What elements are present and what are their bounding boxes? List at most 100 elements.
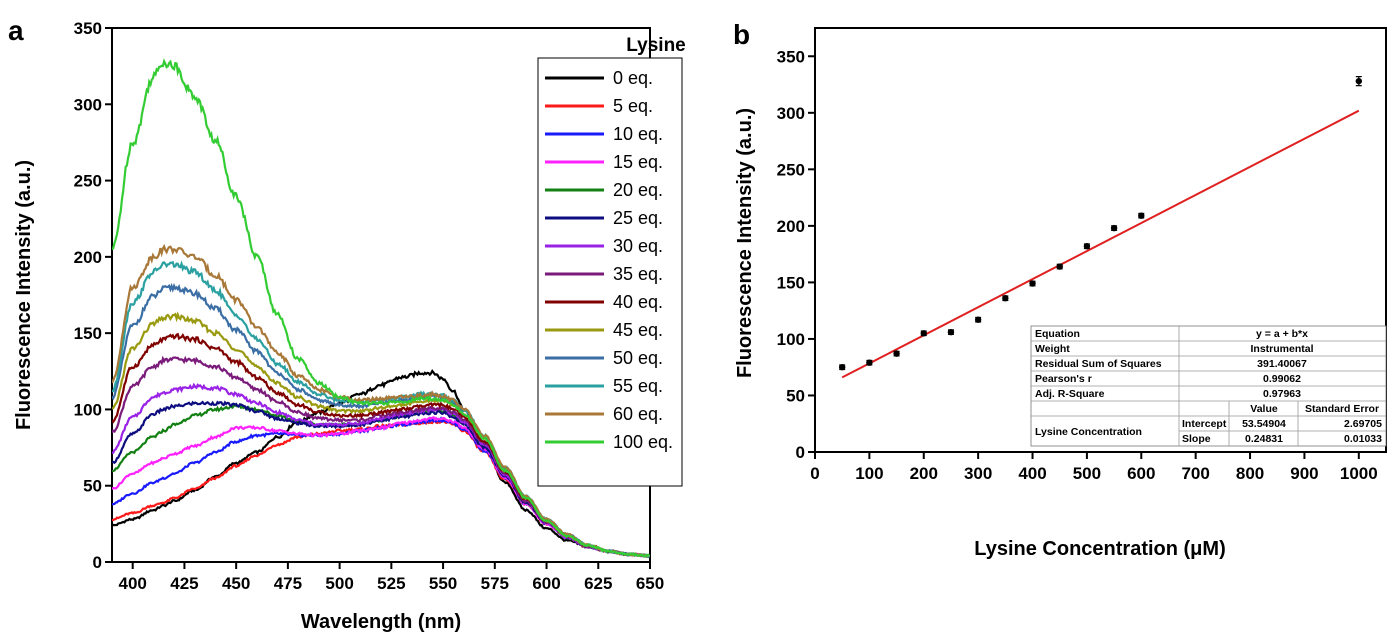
legend-box <box>537 57 683 487</box>
y-tick-label: 350 <box>777 47 805 66</box>
legend-label: 25 eq. <box>613 208 663 228</box>
y-tick-label: 350 <box>74 19 102 38</box>
series-line <box>112 369 650 558</box>
x-tick-label: 475 <box>274 574 302 593</box>
tbl-col-se: Standard Error <box>1305 403 1379 415</box>
tbl-adjr-value: 0.97963 <box>1263 388 1301 400</box>
panel-a: a 0 50 100 150 200 250 300 350 400 425 450 475 500 5… <box>8 15 686 633</box>
panel-b-plot-frame <box>814 27 1387 453</box>
legend-label: 40 eq. <box>613 292 663 312</box>
x-tick-label: 600 <box>532 574 560 593</box>
x-tick-label: 100 <box>855 464 883 483</box>
x-tick-label: 700 <box>1181 464 1209 483</box>
panel-a-series-lines <box>112 58 650 559</box>
y-tick-label: 250 <box>777 160 805 179</box>
data-point <box>920 330 927 337</box>
y-tick-label: 150 <box>777 273 805 292</box>
tbl-equation-label: Equation <box>1035 328 1080 340</box>
legend-label: 45 eq. <box>613 320 663 340</box>
y-tick-label: 300 <box>777 104 805 123</box>
tbl-weight-value: Instrumental <box>1250 343 1313 355</box>
panel-a-letter: a <box>8 15 24 46</box>
data-point <box>866 359 873 366</box>
tbl-col-value: Value <box>1250 403 1278 415</box>
tbl-intercept-label: Intercept <box>1182 418 1227 430</box>
y-tick-label: 300 <box>74 95 102 114</box>
data-point <box>838 364 846 371</box>
panel-a-x-axis: 400 425 450 475 500 525 550 575 600 625 650 <box>119 562 664 593</box>
x-tick-label: 500 <box>325 574 353 593</box>
x-tick-label: 1000 <box>1340 464 1378 483</box>
y-tick-label: 50 <box>786 386 805 405</box>
x-tick-label: 200 <box>910 464 938 483</box>
legend-label: 30 eq. <box>613 236 663 256</box>
x-tick-label: 425 <box>170 574 198 593</box>
panel-a-x-axis-title: Wavelength (nm) <box>301 611 461 633</box>
panel-b: b 0 50 100 150 200 250 300 350 0 100 200 300 400 500… <box>733 19 1387 560</box>
data-point <box>1110 224 1118 232</box>
x-tick-label: 525 <box>377 574 405 593</box>
fit-statistics-table: Equation y = a + b*x Weight Instrumental… <box>1030 325 1387 447</box>
panel-b-y-axis: 0 50 100 150 200 250 300 350 <box>777 47 815 462</box>
y-tick-label: 0 <box>796 443 805 462</box>
legend-label: 50 eq. <box>613 348 663 368</box>
panel-b-fit-line <box>841 109 1360 379</box>
data-point <box>1355 77 1363 85</box>
data-point <box>1056 263 1063 270</box>
legend-label: 15 eq. <box>613 152 663 172</box>
y-tick-label: 200 <box>777 217 805 236</box>
legend-label: 100 eq. <box>613 432 673 452</box>
legend-label: 0 eq. <box>613 68 653 88</box>
tbl-intercept-value: 53.54904 <box>1242 418 1286 430</box>
x-tick-label: 600 <box>1127 464 1155 483</box>
tbl-weight-label: Weight <box>1035 343 1070 355</box>
tbl-pearson-value: 0.99062 <box>1263 373 1301 385</box>
data-point <box>974 316 982 323</box>
data-point <box>947 328 955 336</box>
x-tick-label: 575 <box>481 574 509 593</box>
legend-label: 10 eq. <box>613 124 663 144</box>
panel-b-letter: b <box>733 19 750 50</box>
legend-label: 20 eq. <box>613 180 663 200</box>
data-point <box>1138 212 1145 219</box>
y-tick-label: 100 <box>777 330 805 349</box>
x-tick-label: 625 <box>584 574 612 593</box>
y-tick-label: 100 <box>74 400 102 419</box>
x-tick-label: 900 <box>1290 464 1318 483</box>
data-point <box>1029 280 1036 287</box>
tbl-equation-value: y = a + b*x <box>1256 328 1308 340</box>
x-tick-label: 800 <box>1236 464 1264 483</box>
x-tick-label: 550 <box>429 574 457 593</box>
y-tick-label: 250 <box>74 172 102 191</box>
panel-b-y-axis-title: Fluorescence Intensity (a.u.) <box>734 108 756 378</box>
data-point <box>893 350 900 357</box>
y-tick-label: 150 <box>74 324 102 343</box>
tbl-row-group: Lysine Concentration <box>1035 426 1142 438</box>
x-tick-label: 500 <box>1073 464 1101 483</box>
linear-fit-line <box>841 109 1360 379</box>
tbl-pearson-label: Pearson's r <box>1035 373 1092 385</box>
x-tick-label: 450 <box>222 574 250 593</box>
y-tick-label: 50 <box>83 477 102 496</box>
y-tick-label: 0 <box>93 553 102 572</box>
panel-b-x-axis-title: Lysine Concentration (μM) <box>974 538 1226 560</box>
x-tick-label: 400 <box>1018 464 1046 483</box>
y-tick-label: 200 <box>74 248 102 267</box>
panel-a-legend: Lysine 0 eq. 5 eq. 10 eq. 15 eq. 20 eq. 25 eq… <box>537 35 686 487</box>
tbl-slope-se: 0.01033 <box>1344 433 1382 445</box>
legend-label: 60 eq. <box>613 404 663 424</box>
series-line <box>112 243 650 559</box>
x-tick-label: 0 <box>810 464 819 483</box>
tbl-rss-label: Residual Sum of Squares <box>1035 358 1162 370</box>
x-tick-label: 650 <box>636 574 664 593</box>
panel-b-data-points <box>838 76 1363 371</box>
tbl-rss-value: 391.40067 <box>1257 358 1307 370</box>
data-point <box>1083 243 1091 250</box>
x-tick-label: 400 <box>119 574 147 593</box>
tbl-slope-value: 0.24831 <box>1245 433 1283 445</box>
x-tick-label: 300 <box>964 464 992 483</box>
panel-a-y-axis-title: Fluorescence Intensity (a.u.) <box>13 160 35 430</box>
panel-a-y-axis: 0 50 100 150 200 250 300 350 <box>74 19 112 572</box>
tbl-intercept-se: 2.69705 <box>1344 418 1382 430</box>
